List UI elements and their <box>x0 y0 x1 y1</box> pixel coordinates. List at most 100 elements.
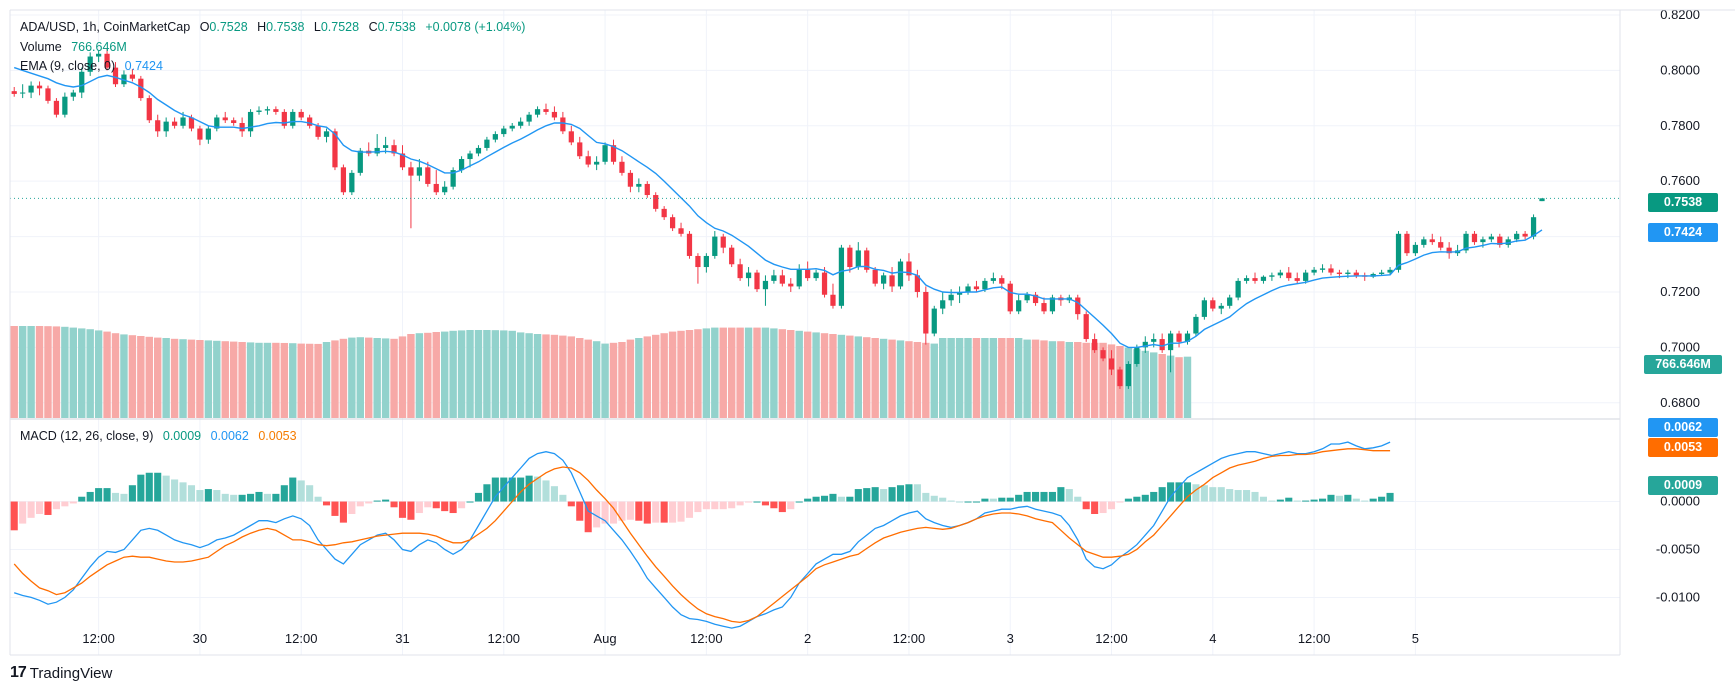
volume-bar <box>618 342 626 418</box>
volume-label[interactable]: Volume <box>20 40 62 54</box>
candle-body <box>990 278 996 281</box>
macd-histogram-bar <box>86 491 94 502</box>
time-tick-label: 3 <box>1007 631 1014 646</box>
macd-histogram-bar <box>263 493 271 502</box>
volume-bar <box>770 328 778 418</box>
volume-bar <box>753 327 761 418</box>
volume-bar <box>947 338 955 418</box>
volume-bar <box>964 338 972 418</box>
volume-bar <box>559 335 567 418</box>
candle-body <box>821 272 828 295</box>
volume-bar <box>1065 342 1074 418</box>
candle-body <box>112 67 119 85</box>
macd-histogram-bar <box>896 485 905 502</box>
macd-histogram-bar <box>365 501 373 504</box>
symbol-label[interactable]: ADA/USD, 1h, CoinMarketCap <box>20 20 191 34</box>
volume-bar <box>373 338 381 418</box>
candle-body <box>1303 272 1309 281</box>
candle-body <box>1353 272 1359 276</box>
candle-body <box>973 286 980 290</box>
candle-body <box>1151 339 1157 342</box>
volume-bar <box>449 330 457 418</box>
macd-histogram-bar <box>339 501 347 523</box>
candle-body <box>745 272 752 279</box>
macd-histogram-bar <box>432 501 440 509</box>
time-tick-label: 12:00 <box>690 631 723 646</box>
volume-bar <box>398 336 407 418</box>
candle-body <box>1404 233 1410 254</box>
volume-bar <box>719 327 727 418</box>
volume-bar <box>1141 350 1149 418</box>
candle-body <box>340 167 347 193</box>
ema-legend: EMA (9, close, 0) 0.7424 <box>20 57 163 75</box>
volume-bar <box>120 334 128 418</box>
volume-bar <box>635 338 643 418</box>
volume-bar <box>981 338 989 418</box>
candle-body <box>1522 233 1528 237</box>
price-tick-label: 0.7600 <box>1660 173 1700 188</box>
macd-histogram-bar <box>1057 487 1065 502</box>
volume-bar <box>331 340 339 418</box>
volume-bar <box>162 338 170 418</box>
macd-histogram-bar <box>981 498 989 502</box>
macd-histogram-bar <box>171 479 179 502</box>
ema-label[interactable]: EMA (9, close, 0) <box>20 59 116 73</box>
macd-histogram-bar <box>154 472 162 502</box>
tradingview-logo[interactable]: 17 TradingView <box>10 664 112 682</box>
candle-body <box>881 275 887 284</box>
volume-bar <box>694 329 702 418</box>
macd-histogram-bar <box>1318 498 1327 502</box>
macd-histogram-bar <box>44 501 52 515</box>
volume-bar <box>727 327 736 418</box>
volume-bar <box>145 336 153 418</box>
candle-body <box>332 131 338 168</box>
candle-body <box>214 117 220 129</box>
macd-histogram-bar <box>441 501 449 512</box>
candle-body <box>256 110 262 112</box>
volume-bar <box>601 343 609 418</box>
macd-histogram-bar <box>1082 501 1090 510</box>
time-tick-label: 12:00 <box>488 631 521 646</box>
time-axis[interactable]: 12:00 30 12:00 31 12:00 Aug 12:00 2 12:00 3 12:00 4… <box>82 631 1419 646</box>
macd-histogram-bar <box>1074 496 1082 502</box>
candle-body <box>1387 269 1393 273</box>
volume-bar <box>356 337 365 418</box>
macd-histogram-bar <box>550 486 558 502</box>
candle-body <box>53 100 60 115</box>
volume-bar <box>1183 356 1192 418</box>
candle-body <box>484 139 490 148</box>
macd-histogram-bar <box>685 501 694 518</box>
macd-histogram-bar <box>846 496 854 502</box>
candle-body <box>458 159 465 171</box>
volume-bar <box>305 343 314 418</box>
volume-bar <box>761 327 770 418</box>
candle-body <box>830 294 836 306</box>
volume-bar <box>272 342 280 418</box>
candle-body <box>568 131 574 143</box>
volume-value: 766.646M <box>71 40 127 54</box>
macd-histogram-bar <box>1040 491 1048 502</box>
macd-histogram-bar <box>78 496 86 502</box>
candle-body <box>720 236 726 248</box>
candle-body <box>729 247 735 265</box>
volume-bar <box>922 342 930 418</box>
candle-body <box>644 183 650 196</box>
volume-bar <box>381 338 390 418</box>
candle-body <box>914 275 920 292</box>
candle-body <box>163 121 169 132</box>
candle-body <box>931 308 937 334</box>
candle-body <box>695 255 701 268</box>
candle-body <box>1193 316 1199 334</box>
open-value: 0.7528 <box>209 20 248 34</box>
volume-bar <box>795 330 803 418</box>
candle-body <box>602 145 608 162</box>
candle-body <box>1412 244 1419 254</box>
macd-axis[interactable]: -0.0100 -0.0050 0.0000 <box>1656 494 1700 605</box>
macd-label[interactable]: MACD (12, 26, close, 9) <box>20 429 154 443</box>
volume-bar <box>871 338 879 418</box>
macd-histogram-bar <box>601 501 609 524</box>
macd-histogram-bar <box>1175 482 1183 502</box>
chart-frame <box>9 9 1735 656</box>
macd-histogram-bar <box>972 501 981 503</box>
